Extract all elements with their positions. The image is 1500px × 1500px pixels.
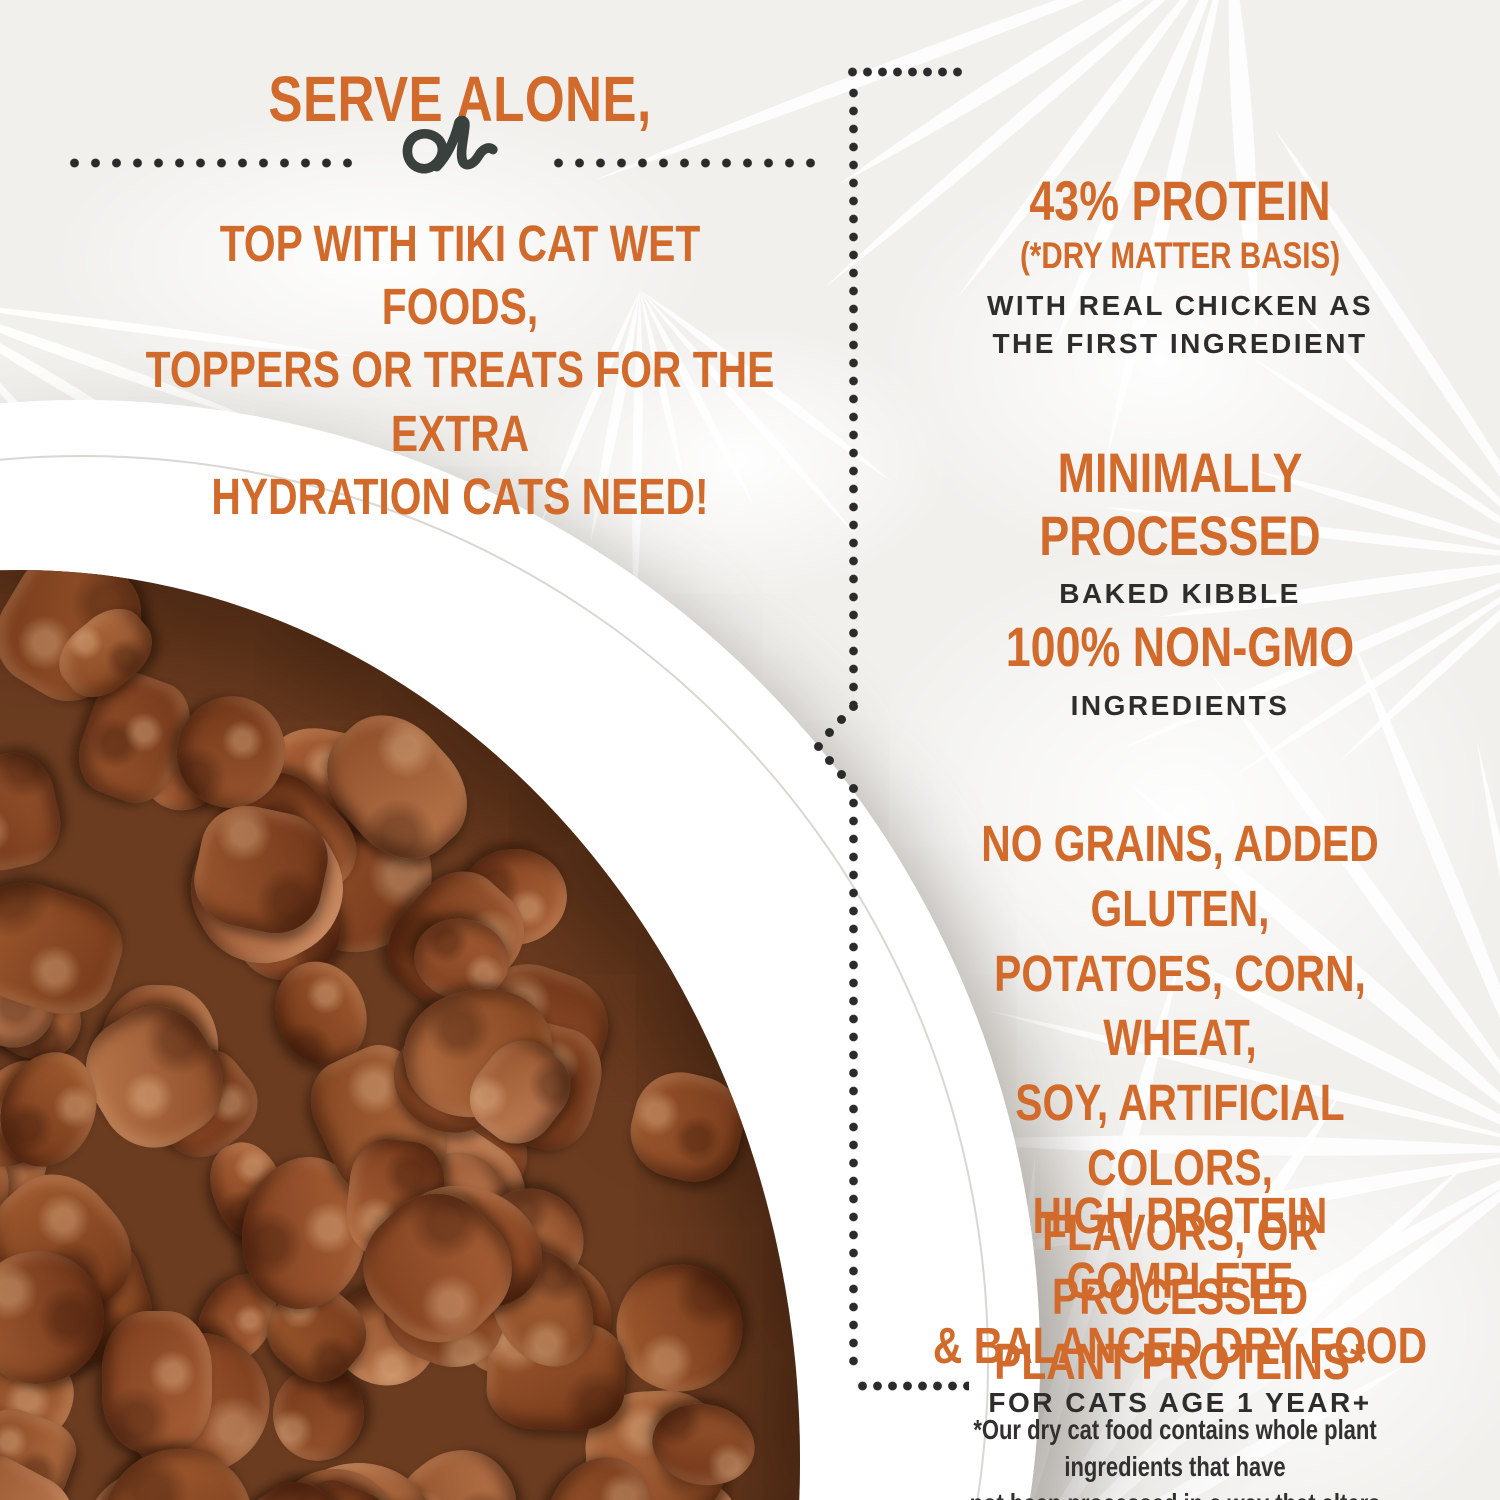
text-line: NO GRAINS, ADDED GLUTEN, [981,815,1379,937]
text-line: HIGH PROTEIN COMPLETE [1032,1187,1328,1309]
footnote: *Our dry cat food contains whole plant i… [919,1412,1431,1500]
kibble-pellet [102,1311,212,1453]
or-script-word [402,115,498,174]
dotted-border-top [845,66,963,78]
text-line: HYDRATION CATS NEED! [211,467,709,525]
palm-blade [0,300,258,421]
text-line: PLANT PROTEINS* [994,1333,1366,1391]
dotted-border-vertical-upper [848,84,859,704]
benefit-heading: 43% PROTEIN [1029,169,1331,232]
dotted-border-dot [848,783,858,793]
benefit-detail: FOR CATS AGE 1 YEAR+ [870,1384,1490,1422]
benefit-heading: NO GRAINS, ADDED GLUTEN, POTATOES, CORN,… [932,812,1428,1395]
dotted-border-dot [825,728,835,738]
benefit-protein: 43% PROTEIN (*DRY MATTER BASIS) WITH REA… [870,169,1490,362]
palm-blade [593,0,1230,181]
kibble-pellet [0,744,70,879]
text-line: WITH REAL CHICKEN AS [987,290,1373,322]
benefit-detail: INGREDIENTS [870,687,1490,725]
dotted-border-dot [825,755,835,765]
dotted-line-right [548,157,824,169]
dotted-border-dot [813,741,823,751]
text-line: THE FIRST INGREDIENT [992,327,1368,359]
benefit-minimally-processed: MINIMALLY PROCESSED BAKED KIBBLE [870,441,1490,613]
benefit-heading: HIGH PROTEIN COMPLETE & BALANCED DRY FOO… [932,1184,1428,1378]
benefit-heading: MINIMALLY PROCESSED [1039,441,1321,567]
benefit-no-grains: NO GRAINS, ADDED GLUTEN, POTATOES, CORN,… [870,812,1490,1395]
text-line: FOR CATS AGE 1 YEAR+ [988,1387,1372,1419]
text-line: & BALANCED DRY FOOD [932,1316,1428,1374]
benefit-subheading: (*DRY MATTER BASIS) [1019,234,1341,276]
palm-blade [838,0,1230,185]
text-line: POTATOES, CORN, WHEAT, [994,944,1366,1067]
kibble-pellet [608,1256,751,1400]
benefit-heading: 100% NON-GMO [1005,615,1355,678]
background-highlight [880,150,1440,570]
dotted-line-left [64,157,356,169]
benefit-complete-balanced: HIGH PROTEIN COMPLETE & BALANCED DRY FOO… [870,1184,1490,1422]
benefit-detail: BAKED KIBBLE [870,575,1490,613]
background-highlight [960,1100,1500,1500]
dotted-border-dot [836,769,846,779]
text-line: INGREDIENTS [1070,689,1290,721]
palm-blade [824,0,1230,288]
text-line: FLAVORS, OR PROCESSED [1042,1203,1318,1326]
benefit-non-gmo: 100% NON-GMO INGREDIENTS [870,615,1490,725]
dotted-border-bottom [855,1380,969,1392]
benefit-detail: WITH REAL CHICKEN AS THE FIRST INGREDIEN… [870,287,1490,362]
dotted-border-dot [848,701,858,711]
text-line: not been processed in a way that alters … [919,1486,1431,1500]
text-line: TOPPERS OR TREATS FOR THE EXTRA [145,341,775,462]
dotted-border-dot [836,714,846,724]
text-line: *Our dry cat food contains whole plant i… [973,1414,1377,1482]
text-line: TOP WITH TIKI CAT WET FOODS, [219,215,701,336]
text-line: BAKED KIBBLE [1059,578,1301,610]
text-line: SOY, ARTIFICIAL COLORS, [1015,1074,1345,1196]
serve-paragraph: TOP WITH TIKI CAT WET FOODS, TOPPERS OR … [140,212,780,528]
dotted-border-vertical-lower [848,794,859,1366]
